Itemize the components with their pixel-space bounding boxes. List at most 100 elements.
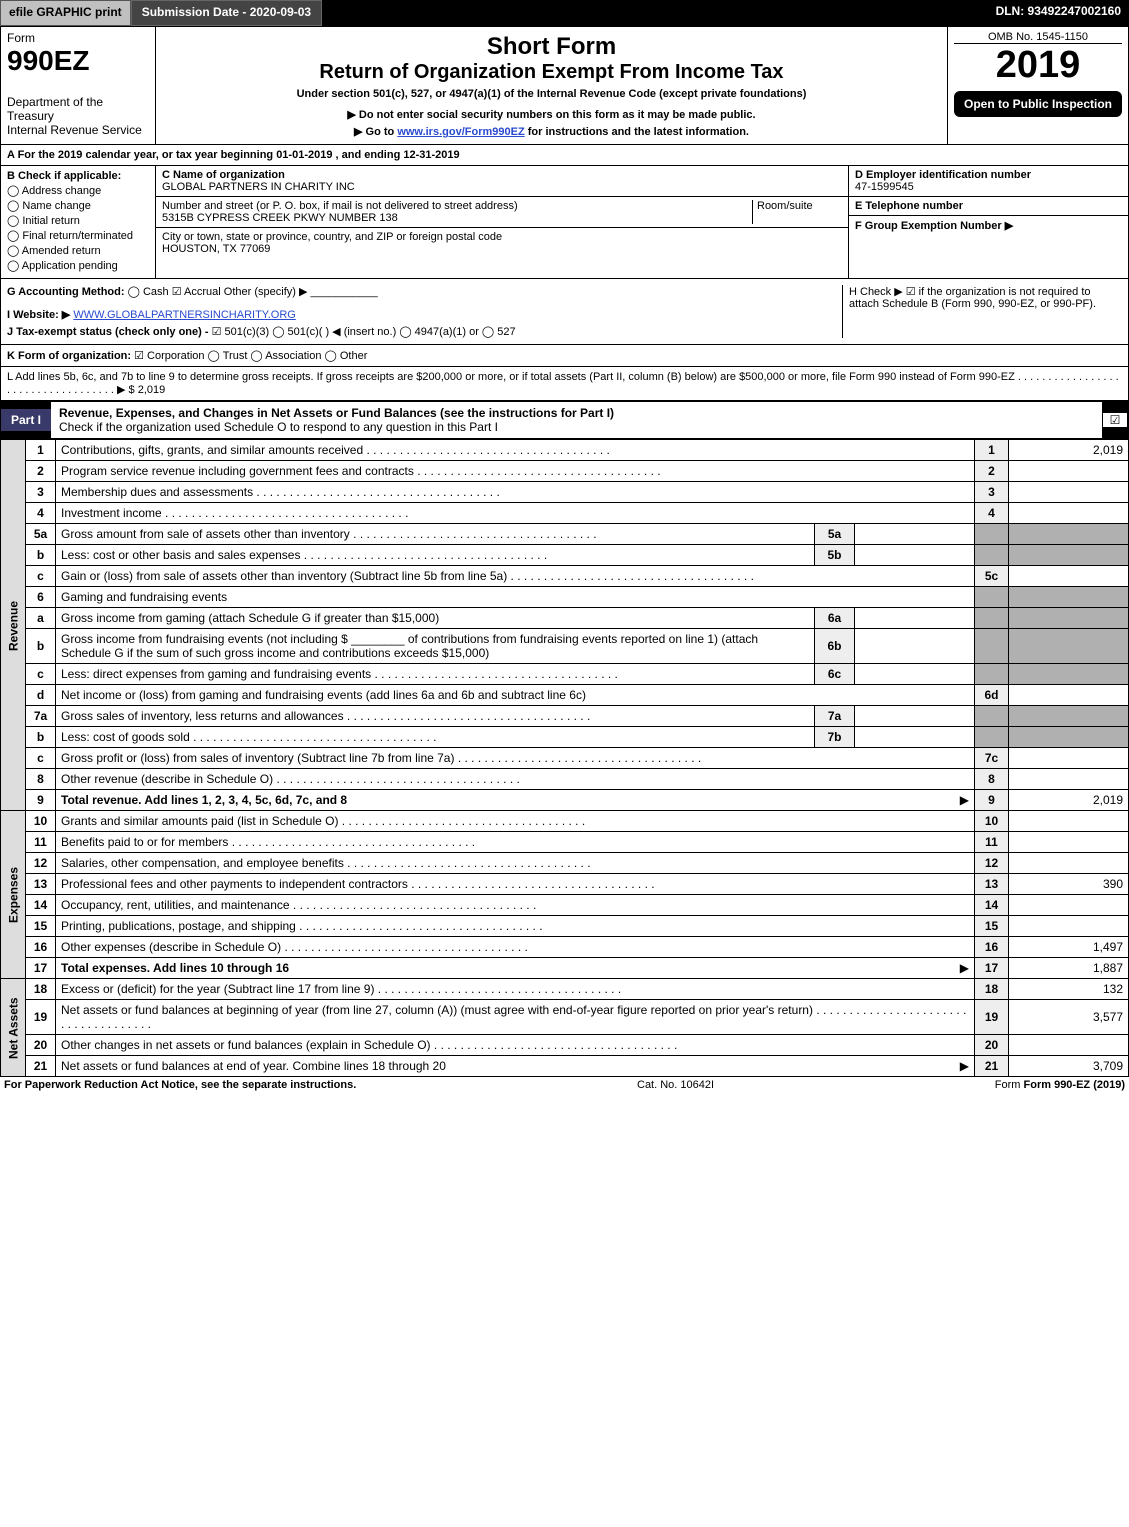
shade: [1009, 608, 1129, 629]
part1-title: Revenue, Expenses, and Changes in Net As…: [59, 406, 614, 420]
cb-initial-return-label: Initial return: [22, 215, 79, 227]
line-6a: aGross income from gaming (attach Schedu…: [1, 608, 1129, 629]
line-3: 3Membership dues and assessments3: [1, 482, 1129, 503]
cb-address-change[interactable]: ◯ Address change: [7, 184, 149, 197]
rno: 19: [975, 1000, 1009, 1035]
lnno: 10: [26, 811, 56, 832]
desc: Gross income from gaming (attach Schedul…: [56, 608, 815, 629]
lnno: a: [26, 608, 56, 629]
omb-label: OMB No. 1545-1150: [954, 31, 1122, 44]
desc: Gross sales of inventory, less returns a…: [56, 706, 815, 727]
desc: Gross amount from sale of assets other t…: [56, 524, 815, 545]
desc: Grants and similar amounts paid (list in…: [56, 811, 975, 832]
rno: 1: [975, 440, 1009, 461]
line-1: Revenue 1 Contributions, gifts, grants, …: [1, 440, 1129, 461]
submission-date: Submission Date - 2020-09-03: [131, 0, 322, 26]
cb-final-return[interactable]: ◯ Final return/terminated: [7, 229, 149, 242]
rno: 4: [975, 503, 1009, 524]
rno: 5c: [975, 566, 1009, 587]
line-19: 19Net assets or fund balances at beginni…: [1, 1000, 1129, 1035]
def-column: D Employer identification number 47-1599…: [848, 166, 1128, 278]
g-cash[interactable]: Cash: [143, 286, 169, 298]
rno: 17: [975, 958, 1009, 979]
part1-checkbox[interactable]: ☑: [1102, 412, 1128, 428]
desc-text: Total expenses. Add lines 10 through 16: [61, 961, 289, 975]
shade: [975, 587, 1009, 608]
shade: [1009, 545, 1129, 566]
cb-app-pending-label: Application pending: [22, 260, 118, 272]
subno: 5b: [815, 545, 855, 566]
line-7a: 7aGross sales of inventory, less returns…: [1, 706, 1129, 727]
g-label: G Accounting Method:: [7, 286, 125, 298]
lnno: 20: [26, 1035, 56, 1056]
form-title-block: Short Form Return of Organization Exempt…: [156, 27, 948, 144]
desc: Benefits paid to or for members: [56, 832, 975, 853]
shade: [975, 706, 1009, 727]
cb-app-pending[interactable]: ◯ Application pending: [7, 259, 149, 272]
part1-header: Part I Revenue, Expenses, and Changes in…: [0, 401, 1129, 439]
cb-name-change[interactable]: ◯ Name change: [7, 199, 149, 212]
rno: 9: [975, 790, 1009, 811]
rno: 16: [975, 937, 1009, 958]
cb-amended[interactable]: ◯ Amended return: [7, 244, 149, 257]
line-6b: bGross income from fundraising events (n…: [1, 629, 1129, 664]
desc: Net assets or fund balances at end of ye…: [56, 1056, 975, 1077]
lnno: 16: [26, 937, 56, 958]
rno: 8: [975, 769, 1009, 790]
footer-right: Form Form 990-EZ (2019): [995, 1079, 1125, 1091]
line-2: 2Program service revenue including gover…: [1, 461, 1129, 482]
cb-amended-label: Amended return: [22, 245, 101, 257]
section-revenue: Revenue: [1, 440, 26, 811]
line-4: 4Investment income4: [1, 503, 1129, 524]
room-suite-label: Room/suite: [752, 200, 842, 224]
short-form-title: Short Form: [162, 33, 941, 61]
val: 1,497: [1009, 937, 1129, 958]
bcd-row: B Check if applicable: ◯ Address change …: [0, 166, 1129, 279]
f-label: F Group Exemption Number ▶: [855, 220, 1013, 232]
j-options[interactable]: ☑ 501(c)(3) ◯ 501(c)( ) ◀ (insert no.) ◯…: [212, 326, 516, 338]
val: [1009, 811, 1129, 832]
k-options[interactable]: ☑ Corporation ◯ Trust ◯ Association ◯ Ot…: [134, 350, 367, 362]
line-16: 16Other expenses (describe in Schedule O…: [1, 937, 1129, 958]
rno: 3: [975, 482, 1009, 503]
shade: [975, 545, 1009, 566]
rno: 10: [975, 811, 1009, 832]
rno: 15: [975, 916, 1009, 937]
desc: Contributions, gifts, grants, and simila…: [56, 440, 975, 461]
g-other[interactable]: Other (specify) ▶: [224, 286, 308, 298]
subval: [855, 706, 975, 727]
c-org-info: C Name of organization GLOBAL PARTNERS I…: [156, 166, 848, 278]
e-label: E Telephone number: [855, 200, 963, 212]
subno: 6b: [815, 629, 855, 664]
shade: [975, 608, 1009, 629]
subval: [855, 608, 975, 629]
desc-text: Net assets or fund balances at end of ye…: [61, 1059, 446, 1073]
desc: Occupancy, rent, utilities, and maintena…: [56, 895, 975, 916]
b-check-column: B Check if applicable: ◯ Address change …: [1, 166, 156, 278]
g-accrual[interactable]: Accrual: [184, 286, 221, 298]
desc: Salaries, other compensation, and employ…: [56, 853, 975, 874]
page-footer: For Paperwork Reduction Act Notice, see …: [0, 1077, 1129, 1093]
efile-print-button[interactable]: efile GRAPHIC print: [0, 0, 131, 26]
rno: 6d: [975, 685, 1009, 706]
line-17: 17 Total expenses. Add lines 10 through 1…: [1, 958, 1129, 979]
shade: [975, 727, 1009, 748]
lnno: 1: [26, 440, 56, 461]
website-link[interactable]: WWW.GLOBALPARTNERSINCHARITY.ORG: [73, 309, 295, 321]
cb-initial-return[interactable]: ◯ Initial return: [7, 214, 149, 227]
k-label: K Form of organization:: [7, 350, 131, 362]
lnno: 6: [26, 587, 56, 608]
goto-note: ▶ Go to www.irs.gov/Form990EZ for instru…: [162, 125, 941, 138]
line-20: 20Other changes in net assets or fund ba…: [1, 1035, 1129, 1056]
section-expenses: Expenses: [1, 811, 26, 979]
val: [1009, 1035, 1129, 1056]
line-5c: cGain or (loss) from sale of assets othe…: [1, 566, 1129, 587]
lnno: 12: [26, 853, 56, 874]
desc: Less: direct expenses from gaming and fu…: [56, 664, 815, 685]
subno: 7b: [815, 727, 855, 748]
footer-left: For Paperwork Reduction Act Notice, see …: [4, 1079, 356, 1091]
line-18: Net Assets 18Excess or (deficit) for the…: [1, 979, 1129, 1000]
irs-link[interactable]: www.irs.gov/Form990EZ: [397, 126, 524, 138]
lnno: 2: [26, 461, 56, 482]
city-label: City or town, state or province, country…: [162, 231, 502, 243]
